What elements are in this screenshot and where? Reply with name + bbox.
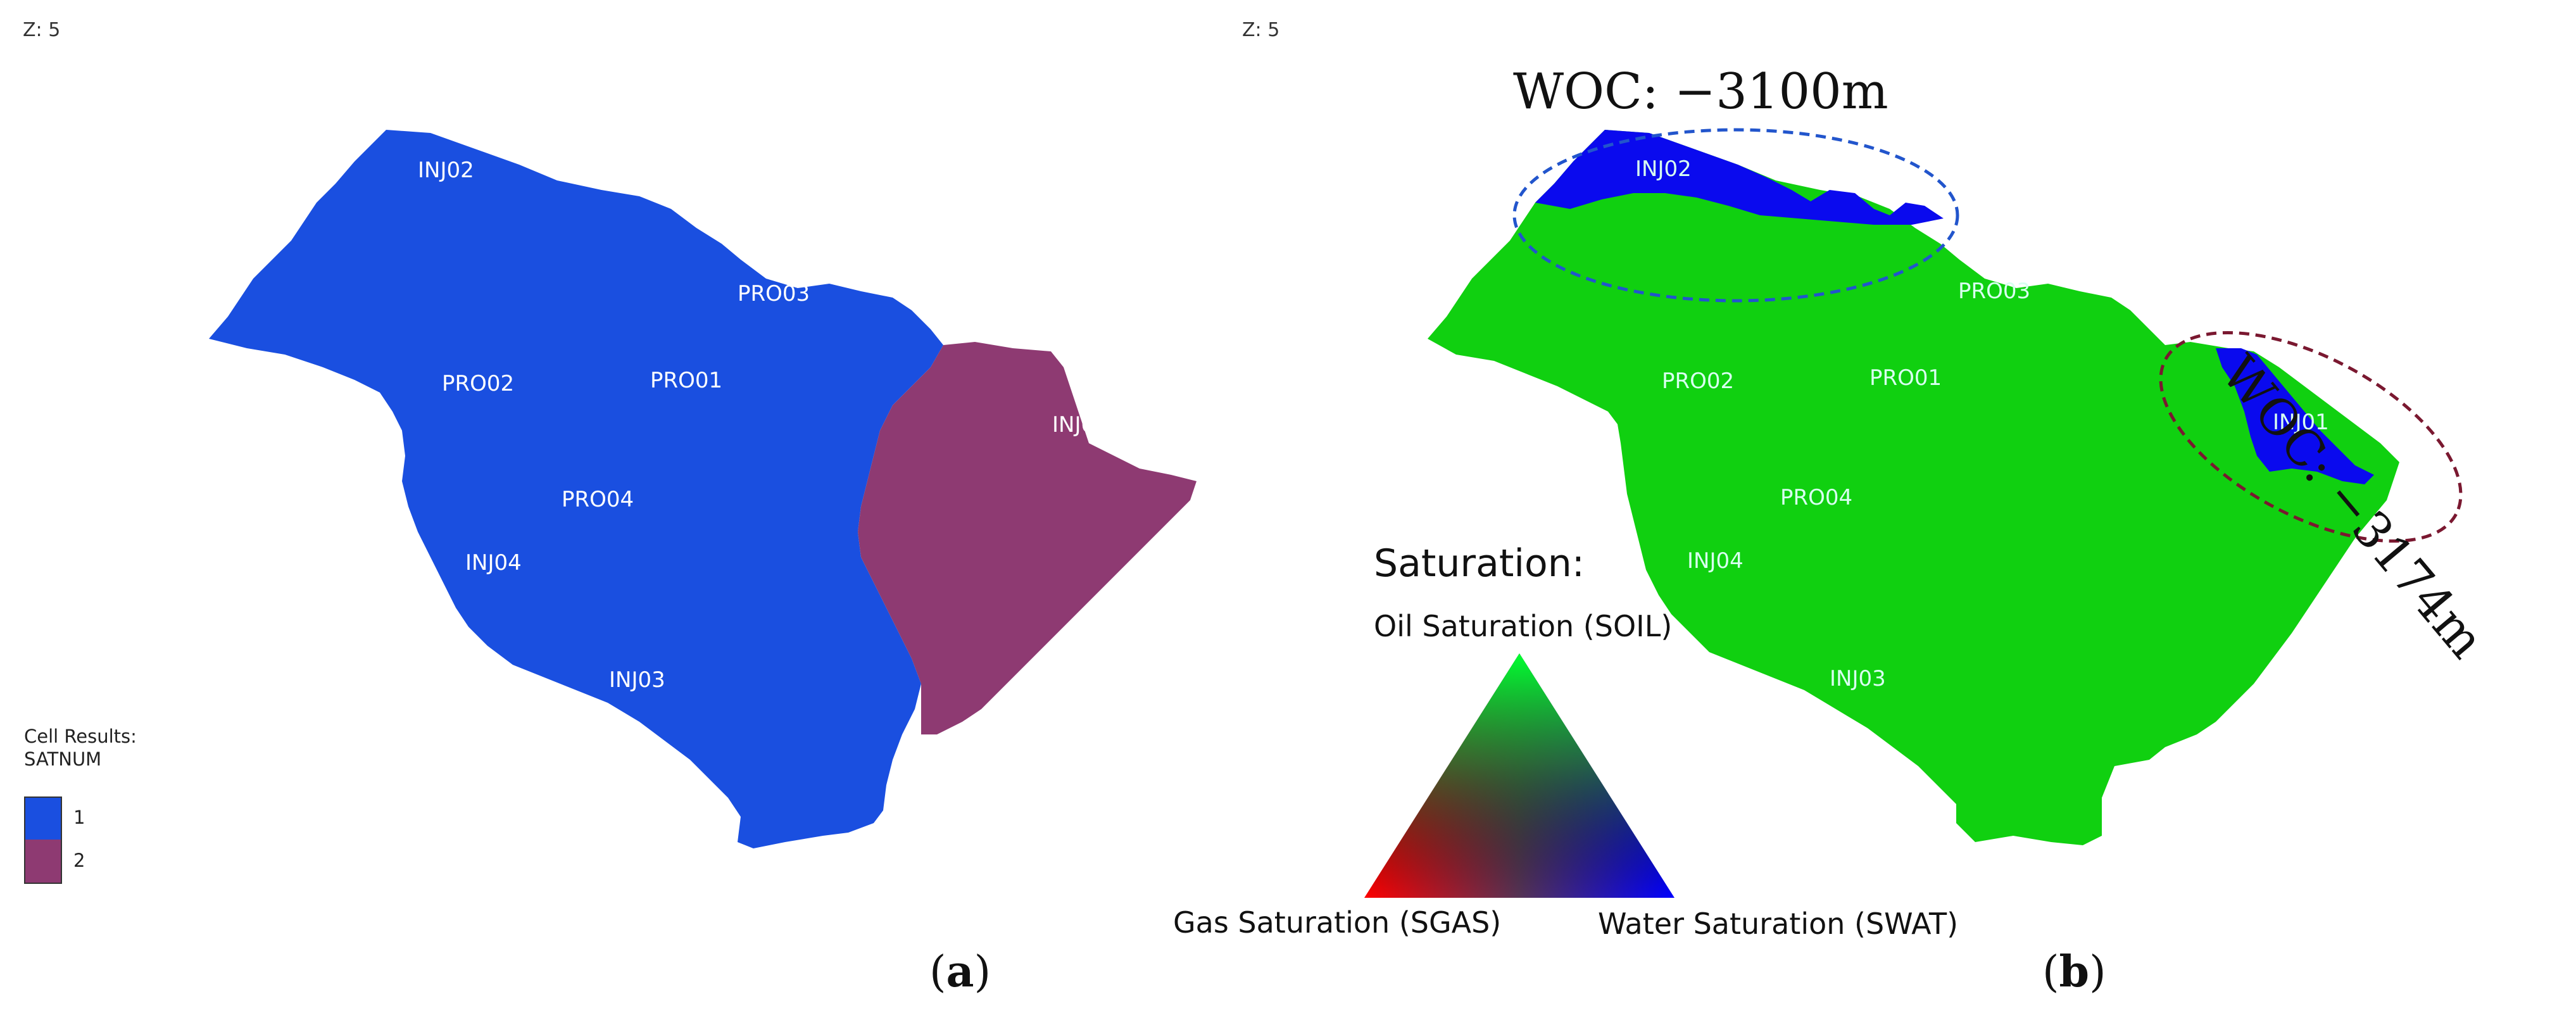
well-label: INJ03: [609, 667, 665, 693]
sgas-label: Gas Saturation (SGAS): [1173, 905, 1502, 940]
legend-title-line1: Cell Results:: [24, 726, 137, 747]
legend-swatch-2: [24, 840, 62, 884]
well-label: PRO01: [650, 368, 722, 393]
z-label-a: Z: 5: [23, 19, 61, 41]
legend-title-line2: SATNUM: [24, 748, 102, 770]
well-label: PRO02: [1662, 368, 1734, 394]
legend-value-2: 2: [73, 850, 85, 871]
well-label: INJ03: [1830, 666, 1886, 691]
well-label: INJ04: [465, 550, 522, 576]
well-label: PRO04: [562, 487, 634, 512]
legend-swatch-1: [24, 796, 62, 842]
satnum-legend: Cell Results: SATNUM: [24, 725, 137, 771]
woc-ellipse-right: [2159, 331, 2463, 543]
well-label: INJ02: [1635, 156, 1692, 182]
legend-value-1: 1: [73, 807, 85, 828]
oil-zone: [1428, 130, 2399, 845]
water-zone-right: [2216, 348, 2374, 484]
well-label: PRO01: [1869, 365, 1942, 391]
woc-ellipse-top: [1512, 128, 1959, 303]
swat-label: Water Saturation (SWAT): [1598, 907, 1959, 941]
saturation-triangle: [1364, 653, 1674, 898]
panel-a-map: INJ02 PRO03 PRO02 PRO01 INJ01 PRO04 INJ0…: [209, 130, 1197, 848]
satnum-region-1: [209, 130, 943, 848]
panel-b-map: INJ02 PRO03 PRO02 PRO01 INJ01 PRO04 INJ0…: [1364, 128, 2463, 898]
well-label: INJ04: [1687, 548, 1744, 574]
well-label: PRO03: [1958, 279, 2030, 304]
satnum-region-2: [858, 342, 1197, 734]
panel-caption-b: (b): [2042, 947, 2106, 997]
saturation-title: Saturation:: [1374, 541, 1585, 586]
well-label: INJ02: [418, 158, 474, 183]
well-label: PRO03: [738, 281, 810, 306]
z-label-b: Z: 5: [1242, 19, 1280, 41]
well-label: PRO04: [1780, 485, 1852, 510]
water-zone-top: [1535, 130, 1944, 225]
woc-top-label: WOC: −3100m: [1513, 63, 1888, 120]
panel-caption-a: (a): [929, 947, 991, 997]
well-label: PRO02: [442, 371, 514, 396]
soil-label: Oil Saturation (SOIL): [1374, 609, 1673, 643]
well-label: INJ01: [1052, 412, 1109, 438]
well-label: INJ01: [2273, 410, 2329, 435]
